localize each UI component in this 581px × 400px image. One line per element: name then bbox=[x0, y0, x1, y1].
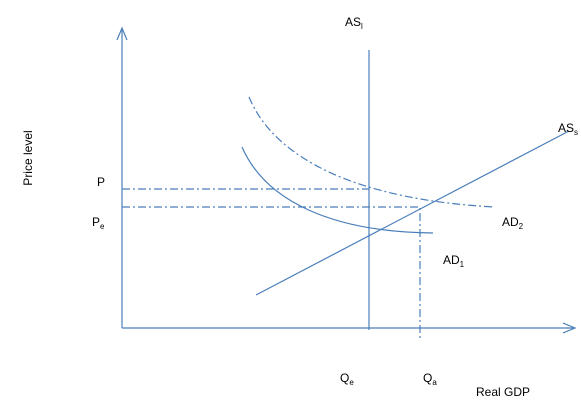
ad1-curve bbox=[241, 146, 434, 234]
ad2-label: AD2 bbox=[502, 215, 524, 231]
label-sub: a bbox=[432, 378, 437, 387]
label-main: Q bbox=[423, 371, 432, 385]
pe-label: Pe bbox=[92, 215, 105, 231]
label-main: P bbox=[97, 175, 105, 189]
label-sub: 1 bbox=[460, 260, 465, 269]
ad1-label: AD1 bbox=[443, 253, 465, 269]
label-main: P bbox=[92, 215, 100, 229]
label-main: Q bbox=[340, 371, 349, 385]
pe-guide bbox=[122, 206, 421, 340]
label-main: AD bbox=[443, 253, 460, 267]
p-label: P bbox=[97, 175, 105, 189]
qa-label: Qa bbox=[423, 371, 437, 387]
label-sub: s bbox=[574, 128, 578, 137]
label-main: AS bbox=[345, 15, 361, 29]
label-sub: l bbox=[361, 22, 363, 31]
ad2-curve bbox=[248, 96, 496, 208]
label-main: AS bbox=[558, 121, 574, 135]
label-sub: 2 bbox=[519, 222, 524, 231]
y-axis-title: Price level bbox=[21, 130, 35, 185]
label-sub: e bbox=[100, 222, 105, 231]
x-axis-arrow bbox=[562, 322, 577, 334]
label-sub: e bbox=[349, 378, 354, 387]
x-axis-title: Real GDP bbox=[476, 385, 530, 399]
as-long-label: ASl bbox=[345, 15, 363, 31]
y-axis-arrow bbox=[116, 26, 128, 41]
label-main: AD bbox=[502, 215, 519, 229]
as-short-line bbox=[255, 130, 570, 296]
qe-label: Qe bbox=[340, 371, 354, 387]
as-short-label: ASs bbox=[558, 121, 578, 137]
